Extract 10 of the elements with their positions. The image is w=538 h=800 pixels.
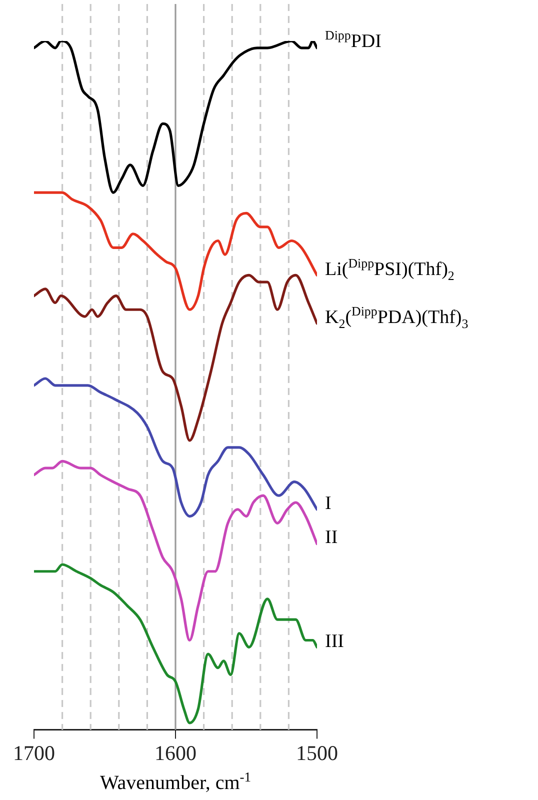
series-label: II — [325, 527, 338, 548]
x-axis-title: Wavenumber, cm$^{-1}$ — [100, 769, 252, 795]
series-label: K$_{2}$($^{Dipp}$PDA)(Thf)$_{3}$ — [325, 304, 468, 331]
series-label: III — [325, 630, 344, 652]
series-label: Li($^{Dipp}$PSI)(Thf)$_{2}$ — [325, 255, 454, 282]
series-label: I — [325, 492, 332, 514]
x-tick-label: 1500 — [296, 740, 338, 765]
x-tick-label: 1600 — [154, 740, 196, 765]
x-tick-label: 1700 — [13, 740, 55, 765]
series-label: $^{Dipp}$PDI — [325, 28, 382, 52]
